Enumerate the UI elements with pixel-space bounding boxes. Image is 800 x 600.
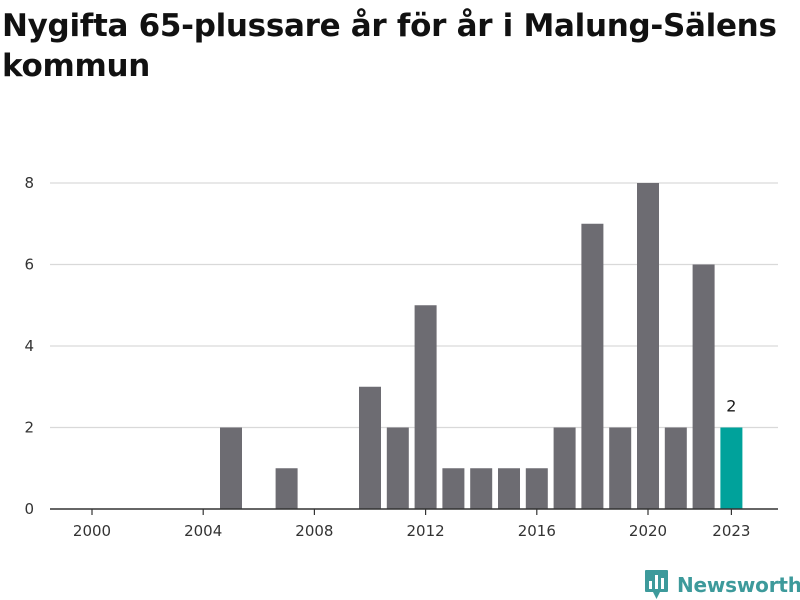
x-tick-label: 2020 (629, 522, 667, 540)
y-tick-label: 6 (24, 256, 34, 274)
chart-title: Nygifta 65-plussare år för år i Malung-S… (2, 8, 777, 84)
x-tick-label: 2000 (73, 522, 111, 540)
x-tick-label: 2016 (518, 522, 556, 540)
bars (220, 183, 743, 509)
data-labels: 2 (726, 397, 736, 416)
brand-name: Newsworthy (677, 572, 800, 597)
x-tick-label: 2004 (184, 522, 222, 540)
bar-2022 (692, 264, 715, 509)
y-tick-label: 0 (24, 500, 34, 518)
bar-2020 (637, 183, 659, 509)
grid-lines (50, 182, 778, 429)
bar-2007 (275, 468, 298, 509)
x-tick-label: 2008 (295, 522, 333, 540)
bar-2005 (220, 427, 242, 509)
bar-2021 (664, 427, 687, 509)
bar-chart-pin-icon (645, 570, 668, 599)
newsworthy-logo: Newsworthy (644, 569, 800, 600)
data-label-2023: 2 (726, 397, 736, 416)
x-axis-ticks: 2000 2004 2008 2012 2016 2020 2023 (50, 508, 778, 540)
bar-2010 (359, 386, 381, 509)
bar-2016 (525, 468, 548, 509)
bar-2023 (720, 427, 743, 509)
bar-2011 (386, 427, 409, 509)
y-axis-ticks: 0 2 4 6 8 (24, 174, 34, 518)
y-tick-label: 4 (24, 337, 34, 355)
bar-2014 (470, 468, 493, 509)
x-tick-label: 2012 (407, 522, 445, 540)
bar-2012 (414, 305, 437, 509)
y-tick-label: 2 (24, 419, 34, 437)
x-tick-label: 2023 (712, 522, 750, 540)
bar-2017 (553, 427, 576, 509)
bar-2013 (442, 468, 465, 509)
bar-2015 (498, 468, 520, 509)
y-tick-label: 8 (24, 174, 34, 192)
bar-2018 (581, 223, 604, 509)
bar-2019 (609, 427, 632, 509)
